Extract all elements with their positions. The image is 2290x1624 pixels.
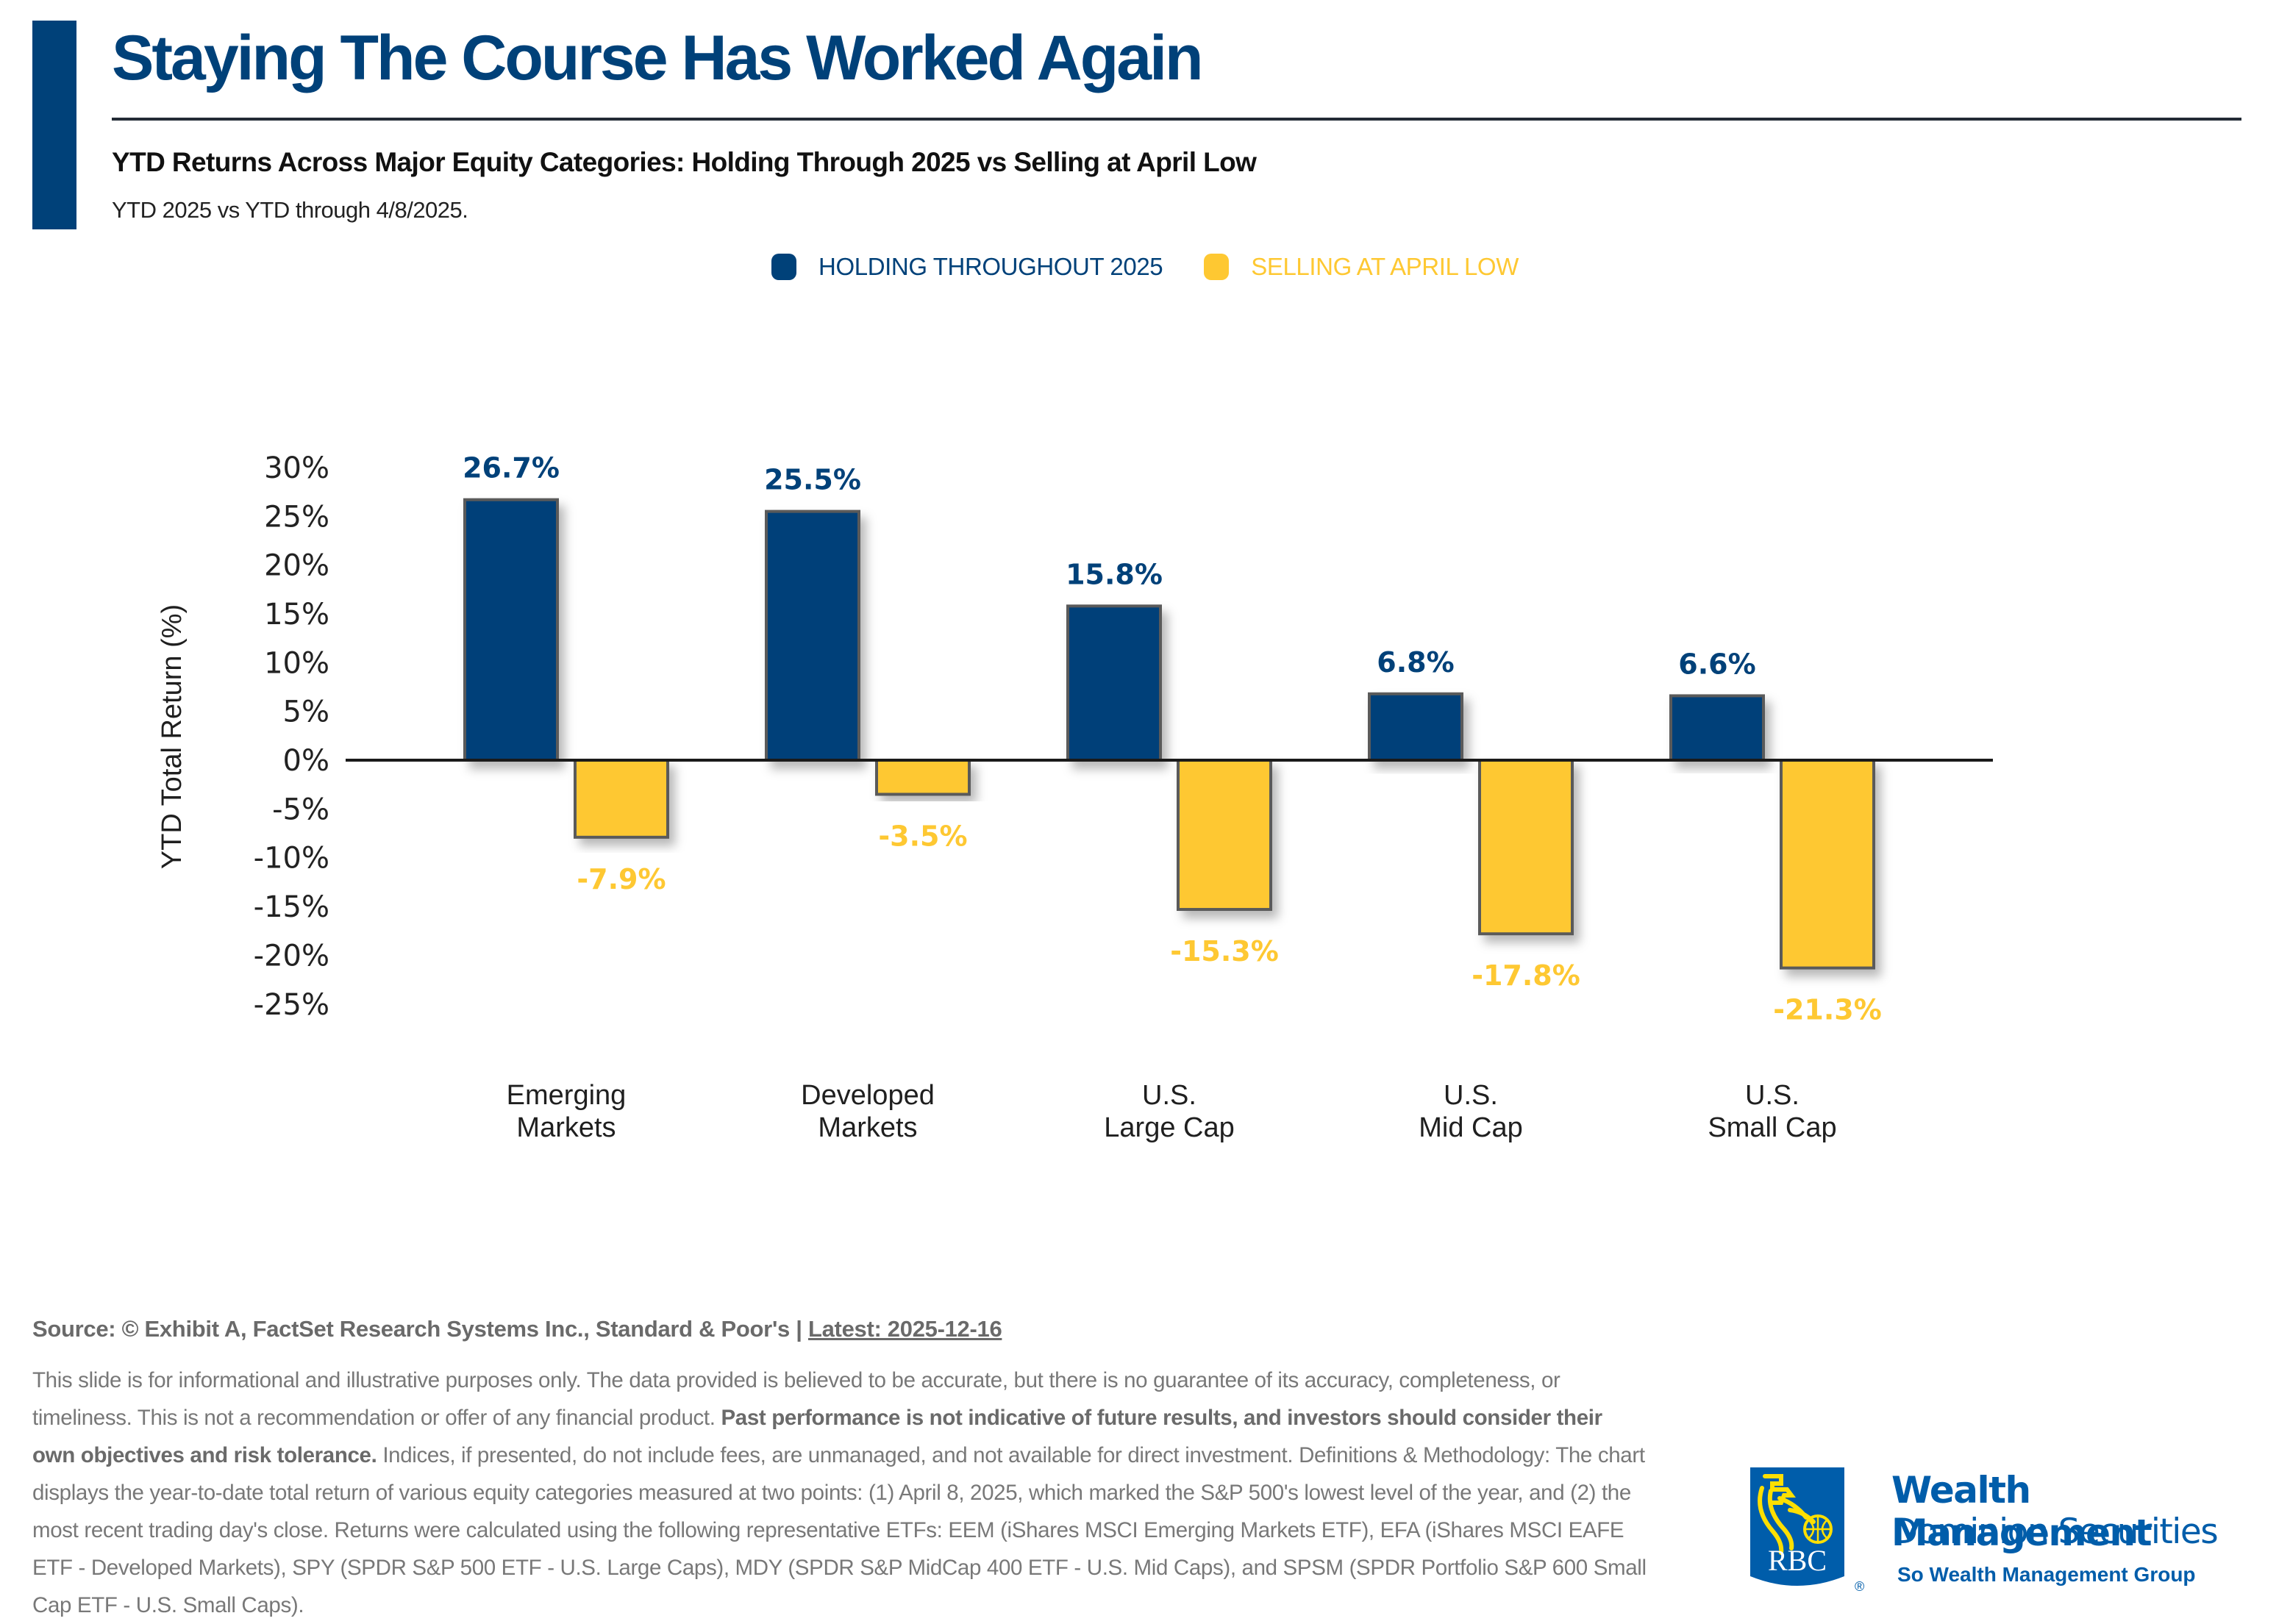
x-category-label-line: U.S. [1142,1080,1196,1111]
x-category-label-line: Emerging [507,1080,627,1111]
data-label-holding: 6.6% [1678,648,1755,680]
rbc-lion-shield-icon: RBC [1750,1467,1844,1586]
y-tick-label: 5% [283,695,329,729]
disclaimer-text-1: This slide is for informational and illu… [32,1368,1560,1430]
y-tick-label: 30% [264,451,329,485]
bar-selling [1177,759,1272,912]
x-category-label: Emerging Markets [507,1080,627,1143]
x-category-label: U.S. Mid Cap [1419,1080,1523,1143]
data-label-holding: 6.8% [1377,646,1454,679]
brand-dominion-securities: Dominion Securities [1891,1512,2219,1552]
title-divider [112,118,2241,121]
y-tick-label: 25% [264,500,329,534]
bar-holding [1368,692,1463,762]
data-label-selling: -17.8% [1472,959,1580,992]
chart-subtitle: YTD Returns Across Major Equity Categori… [112,147,1257,177]
x-category-label: Developed Markets [801,1080,935,1143]
x-category-label-line: U.S. [1444,1080,1498,1111]
legend-label-holding: HOLDING THROUGHOUT 2025 [818,253,1163,280]
data-label-holding: 26.7% [463,452,560,484]
chart-date-note: YTD 2025 vs YTD through 4/8/2025. [112,197,468,223]
y-tick-label: 20% [264,549,329,583]
bar-selling [875,759,971,796]
x-category-label: U.S. Large Cap [1104,1080,1234,1143]
data-label-selling: -15.3% [1170,935,1279,967]
y-axis-title: YTD Total Return (%) [157,604,188,869]
page-title: Staying The Course Has Worked Again [112,23,1204,93]
accent-bar [32,21,76,229]
bar-selling [574,759,669,839]
bar-selling [1478,759,1574,936]
disclaimer-text-2: Indices, if presented, do not include fe… [32,1443,1647,1617]
footer: Source: © Exhibit A, FactSet Research Sy… [32,1316,1650,1624]
rbc-brand-block: RBC ® Wealth Management Dominion Securit… [1743,1463,2272,1610]
brand-wealth-management: Wealth Management [1891,1469,2152,1554]
bar-holding [1066,604,1162,762]
legend-swatch-selling [1204,254,1230,280]
y-tick-label: -20% [254,939,329,973]
y-tick-label: -10% [254,842,329,876]
chart-legend: HOLDING THROUGHOUT 2025 SELLING AT APRIL… [0,253,2290,281]
x-category-label: U.S. Small Cap [1708,1080,1836,1143]
y-tick-label: -25% [254,988,329,1022]
data-label-selling: -3.5% [878,820,967,852]
data-label-holding: 15.8% [1066,558,1163,590]
rbc-logo-text: RBC [1768,1544,1827,1577]
x-category-label-line: Large Cap [1104,1112,1234,1143]
legend-item-holding: HOLDING THROUGHOUT 2025 [771,253,1163,281]
legend-label-selling: SELLING AT APRIL LOW [1251,253,1519,280]
source-text: Source: © Exhibit A, FactSet Research Sy… [32,1316,808,1342]
legend-swatch-holding [771,254,797,280]
data-label-selling: -7.9% [577,863,666,895]
y-tick-label: 0% [283,744,329,778]
x-category-label-line: Markets [516,1112,616,1143]
y-tick-label: 10% [264,646,329,680]
y-tick-label: -15% [254,890,329,924]
x-category-label-line: Small Cap [1708,1112,1836,1143]
bar-selling [1780,759,1875,970]
x-category-label-line: Mid Cap [1419,1112,1523,1143]
data-label-holding: 25.5% [764,464,861,496]
disclaimer: This slide is for informational and illu… [32,1362,1650,1624]
bar-holding [463,498,559,762]
y-tick-label: 15% [264,598,329,632]
bar-holding [765,509,860,762]
registered-mark: ® [1855,1579,1865,1594]
x-category-label-line: Developed [801,1080,935,1111]
x-category-label-line: Markets [818,1112,917,1143]
disclaimer-bold: Past performance is not indicative of fu… [32,1406,1602,1467]
latest-date-link[interactable]: Latest: 2025-12-16 [807,1316,1002,1342]
x-category-label-line: U.S. [1745,1080,1799,1111]
bar-chart: YTD Total Return (%) 30% 25% 20% 15% 10% 5% 0%… [157,451,1993,1143]
bar-holding [1669,694,1765,762]
legend-item-selling: SELLING AT APRIL LOW [1204,253,1519,281]
source-line: Source: © Exhibit A, FactSet Research Sy… [32,1316,1650,1342]
data-label-selling: -21.3% [1773,994,1882,1026]
brand-group-name: So Wealth Management Group [1897,1563,2196,1586]
y-tick-label: -5% [272,793,329,826]
